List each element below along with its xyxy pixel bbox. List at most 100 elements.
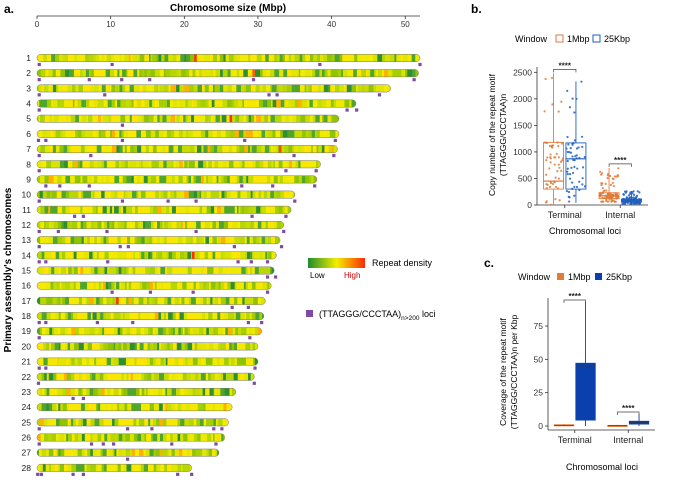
- density-stripe: [126, 206, 131, 214]
- density-stripe: [77, 357, 83, 366]
- chromosome-label: 18: [22, 311, 32, 321]
- chromosome-label: 1: [26, 53, 31, 63]
- density-stripe: [115, 464, 118, 472]
- density-stripe: [174, 373, 179, 381]
- density-stripe: [180, 190, 185, 199]
- density-stripe: [120, 206, 124, 214]
- density-stripe: [101, 433, 105, 442]
- density-stripe: [186, 54, 191, 62]
- density-stripe: [182, 373, 187, 381]
- density-stripe: [291, 84, 295, 93]
- density-stripe: [190, 464, 192, 472]
- density-stripe: [188, 175, 192, 184]
- density-stripe: [100, 266, 104, 275]
- density-stripes: [37, 190, 295, 199]
- density-stripe: [187, 327, 191, 335]
- density-stripe: [190, 297, 197, 305]
- density-stripe: [203, 145, 208, 153]
- panel-a-y-label: Primary assembly's chromosomes: [3, 187, 14, 352]
- density-stripe: [287, 206, 292, 214]
- density-stripe: [42, 327, 47, 335]
- density-stripe: [216, 130, 222, 138]
- density-stripe: [271, 251, 277, 260]
- data-point: [546, 183, 549, 187]
- density-stripe: [48, 266, 52, 275]
- density-stripe: [138, 84, 141, 93]
- density-stripe: [40, 433, 45, 442]
- density-stripe: [171, 266, 174, 275]
- density-stripe: [268, 54, 273, 62]
- density-stripe: [240, 312, 245, 320]
- repeat-locus-marker: [282, 229, 286, 234]
- density-stripe: [107, 266, 110, 275]
- density-stripe: [59, 464, 65, 472]
- density-stripe: [161, 54, 165, 62]
- box-body: [543, 141, 565, 190]
- density-stripe: [323, 130, 327, 138]
- density-stripe: [136, 130, 142, 138]
- density-stripe: [304, 160, 309, 168]
- density-stripe: [235, 327, 239, 335]
- density-stripe: [96, 312, 99, 320]
- density-stripe: [73, 69, 76, 77]
- density-stripe: [60, 342, 66, 351]
- panel-c: c. Window 1Mbp 25Kbp 0255075Terminal****…: [484, 256, 655, 472]
- density-stripe: [155, 448, 160, 457]
- density-stripe: [187, 357, 190, 366]
- density-stripe: [199, 282, 204, 290]
- density-stripe: [80, 403, 86, 411]
- density-stripe: [93, 69, 98, 77]
- data-point: [572, 141, 575, 145]
- density-stripe: [189, 312, 194, 320]
- density-stripe: [319, 130, 325, 138]
- density-stripe: [204, 251, 209, 260]
- density-stripe: [171, 221, 177, 229]
- density-stripe: [81, 190, 84, 199]
- density-stripes: [37, 54, 420, 62]
- data-point: [575, 97, 578, 101]
- density-stripe: [73, 190, 79, 199]
- density-stripe: [73, 266, 79, 275]
- density-stripe: [275, 190, 281, 199]
- density-stripe: [94, 251, 98, 260]
- repeat-locus-marker: [36, 472, 40, 476]
- density-stripe: [235, 312, 241, 320]
- y-tick-label: 0: [527, 200, 532, 210]
- density-stripe: [231, 251, 237, 260]
- density-stripe: [94, 342, 98, 351]
- density-stripe: [89, 327, 95, 335]
- density-stripe: [331, 54, 335, 62]
- density-stripe: [119, 145, 123, 153]
- density-stripe: [231, 236, 235, 244]
- density-stripe: [89, 357, 93, 366]
- density-stripe: [212, 297, 216, 305]
- density-stripe: [156, 464, 161, 472]
- density-stripe: [37, 130, 40, 138]
- density-stripes: [37, 221, 284, 229]
- panel-c-legend-title: Window: [518, 272, 551, 282]
- density-stripe: [102, 115, 109, 123]
- density-stripe: [169, 206, 173, 214]
- density-stripe: [53, 418, 57, 427]
- density-stripe: [148, 160, 152, 168]
- density-stripe: [105, 357, 107, 366]
- density-stripe: [67, 84, 73, 93]
- density-stripe: [156, 175, 160, 184]
- density-stripe: [119, 175, 123, 184]
- density-stripe: [46, 160, 52, 168]
- density-stripe: [214, 84, 219, 93]
- x-tick-label-terminal: Terminal: [558, 435, 592, 445]
- density-stripe: [46, 54, 52, 62]
- chromosome-label: 2: [26, 68, 31, 78]
- density-stripe: [339, 84, 345, 93]
- density-stripe: [122, 403, 125, 411]
- density-stripe: [111, 403, 114, 411]
- density-stripe: [249, 266, 253, 275]
- density-stripe: [169, 342, 174, 351]
- density-stripe: [177, 282, 180, 290]
- density-stripe: [64, 327, 68, 335]
- density-stripe: [276, 221, 282, 229]
- density-stripe: [145, 266, 151, 275]
- density-stripe: [150, 464, 155, 472]
